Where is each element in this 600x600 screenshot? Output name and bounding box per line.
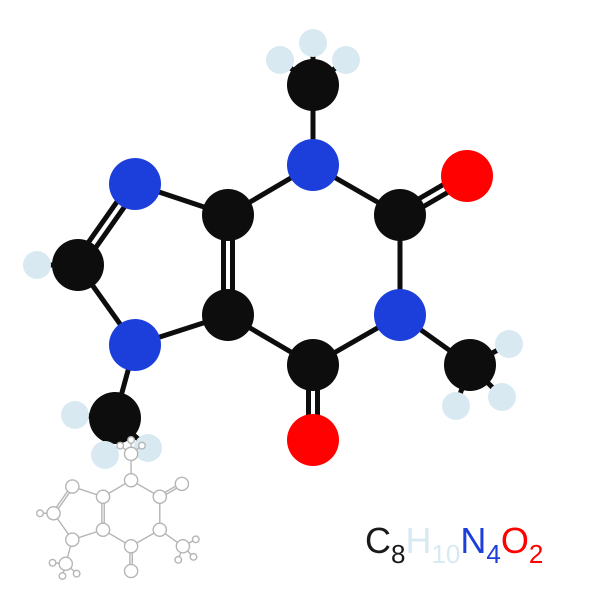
formula-part: N: [460, 520, 486, 562]
formula-part: H: [405, 520, 431, 562]
atom-h: [495, 330, 523, 358]
atom-n: [109, 319, 161, 371]
atom-c: [287, 339, 339, 391]
atom-c: [444, 339, 496, 391]
atom-c: [202, 289, 254, 341]
atom-h: [332, 46, 360, 74]
atom-c: [287, 59, 339, 111]
formula-part: 2: [529, 539, 543, 570]
atom-c: [202, 189, 254, 241]
atom-o: [287, 414, 339, 466]
formula-part: C: [365, 520, 391, 562]
main-molecule-svg: [0, 0, 600, 600]
formula-part: 8: [391, 539, 405, 570]
atom-o: [441, 150, 493, 202]
atom-h: [299, 29, 327, 57]
formula-part: 10: [431, 539, 460, 570]
atom-h: [23, 251, 51, 279]
atom-c: [374, 189, 426, 241]
atom-n: [374, 289, 426, 341]
atom-c: [89, 392, 141, 444]
atom-h: [488, 383, 516, 411]
atom-c: [52, 239, 104, 291]
molecular-formula: C8H10N4O2: [365, 520, 543, 562]
atom-n: [287, 139, 339, 191]
formula-part: O: [501, 520, 529, 562]
molecule-diagram: C8H10N4O2: [0, 0, 600, 600]
atom-n: [109, 158, 161, 210]
atom-h: [442, 392, 470, 420]
formula-part: 4: [486, 539, 500, 570]
atom-h: [91, 441, 119, 469]
atom-h: [266, 46, 294, 74]
atom-h: [61, 401, 89, 429]
